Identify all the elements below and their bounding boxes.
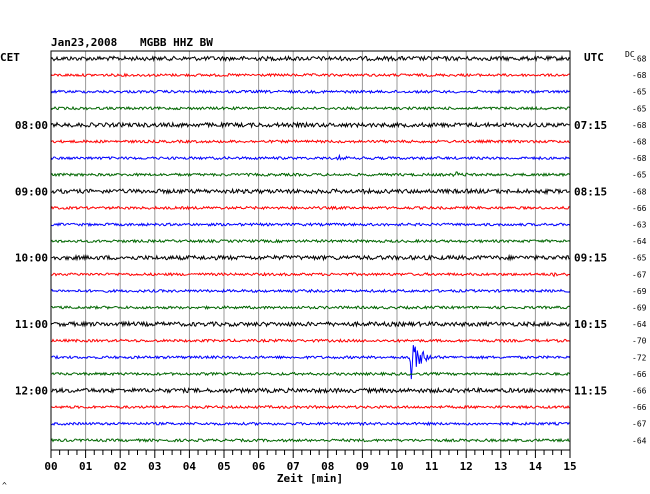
x-axis-label: Zeit [min] [277, 472, 343, 485]
trace-line [50, 105, 571, 111]
x-tick-label: 06 [252, 460, 266, 473]
trace-line [50, 139, 571, 144]
trace-line [50, 187, 571, 196]
label-layer: 08:00 09:00 10:00 11:00 12:00 07:15 08:15 09:15… [15, 55, 647, 446]
trace-line [50, 238, 571, 244]
trace-line [50, 371, 571, 377]
dc-offset-label: -68 [632, 121, 647, 130]
header-date: Jan23,2008 [51, 36, 117, 49]
x-tick-label: 13 [494, 460, 507, 473]
dc-offset-label: -67 [632, 420, 647, 429]
x-tick-label: 00 [44, 460, 57, 473]
hour-label-right: 08:15 [574, 185, 607, 198]
hour-label-right: 11:15 [574, 385, 607, 398]
dc-offset-label: -68 [632, 138, 647, 147]
trace-layer [50, 54, 571, 443]
x-tick-label: 07 [287, 460, 300, 473]
x-tick-label: 10 [390, 460, 403, 473]
x-tick-label: 11 [425, 460, 439, 473]
trace-line [51, 304, 571, 311]
x-tick-label: 02 [114, 460, 127, 473]
x-tick-label: 05 [217, 460, 230, 473]
hour-label-left: 09:00 [15, 185, 48, 198]
x-tick-label: 01 [79, 460, 93, 473]
x-tick-label: 03 [148, 460, 161, 473]
dc-offset-label: -66 [632, 403, 647, 412]
dc-offset-label: -68 [632, 154, 647, 163]
hour-label-left: 11:00 [15, 318, 48, 331]
corner-mark: ^ [2, 481, 7, 490]
x-tick-label: 14 [529, 460, 543, 473]
dc-offset-label: -68 [632, 71, 647, 80]
dc-offset-label: -65 [632, 88, 647, 97]
hour-label-right: 09:15 [574, 252, 607, 265]
dc-offset-label: -66 [632, 370, 647, 379]
header-station: MGBB HHZ BW [140, 36, 213, 49]
dc-offset-label: -68 [632, 55, 647, 64]
trace-line [50, 320, 571, 328]
trace-line [50, 72, 571, 78]
trace-line [50, 205, 571, 211]
dc-offset-label: -67 [632, 270, 647, 279]
dc-offset-label: -66 [632, 387, 647, 396]
dc-offset-header: DC [625, 50, 635, 59]
dc-offset-label: -69 [632, 304, 647, 313]
trace-line [50, 253, 571, 262]
hour-label-left: 12:00 [15, 385, 48, 398]
dc-offset-label: -63 [632, 221, 647, 230]
dc-offset-label: -65 [632, 171, 647, 180]
trace-line [50, 271, 571, 278]
dc-offset-label: -64 [632, 436, 647, 445]
trace-line [50, 404, 570, 410]
x-tick-label: 15 [563, 460, 576, 473]
trace-line [50, 386, 571, 395]
left-timezone-label: CET [0, 51, 20, 64]
dc-offset-label: -72 [632, 353, 647, 362]
dc-offset-label: -69 [632, 287, 647, 296]
trace-line [50, 54, 571, 63]
trace-line [50, 222, 571, 228]
trace-line [50, 153, 571, 161]
trace-line [50, 421, 571, 427]
hour-label-left: 10:00 [15, 252, 48, 265]
x-tick-label: 08 [321, 460, 334, 473]
trace-line [50, 89, 571, 95]
dc-offset-label: -70 [632, 337, 647, 346]
dc-offset-label: -64 [632, 320, 647, 329]
hour-label-right: 10:15 [574, 318, 607, 331]
dc-offset-label: -65 [632, 104, 647, 113]
trace-line [50, 338, 571, 344]
trace-line [50, 171, 571, 178]
hour-label-left: 08:00 [15, 119, 48, 132]
dc-offset-label: -66 [632, 204, 647, 213]
x-tick-label: 12 [460, 460, 473, 473]
trace-line [50, 437, 571, 443]
x-tick-label: 09 [356, 460, 369, 473]
trace-line [50, 121, 571, 129]
trace-line [50, 345, 571, 380]
x-tick-layer: 00 01 02 03 04 05 06 07 08 09 10 11 12 13 14 15 [44, 450, 577, 473]
grid-layer [85, 51, 536, 450]
dc-offset-label: -68 [632, 187, 647, 196]
x-tick-label: 04 [183, 460, 197, 473]
dc-offset-label: -64 [632, 237, 647, 246]
hour-label-right: 07:15 [574, 119, 607, 132]
plot-frame [50, 50, 571, 451]
trace-line [50, 288, 571, 294]
right-timezone-label: UTC [584, 51, 604, 64]
dc-offset-label: -65 [632, 254, 647, 263]
